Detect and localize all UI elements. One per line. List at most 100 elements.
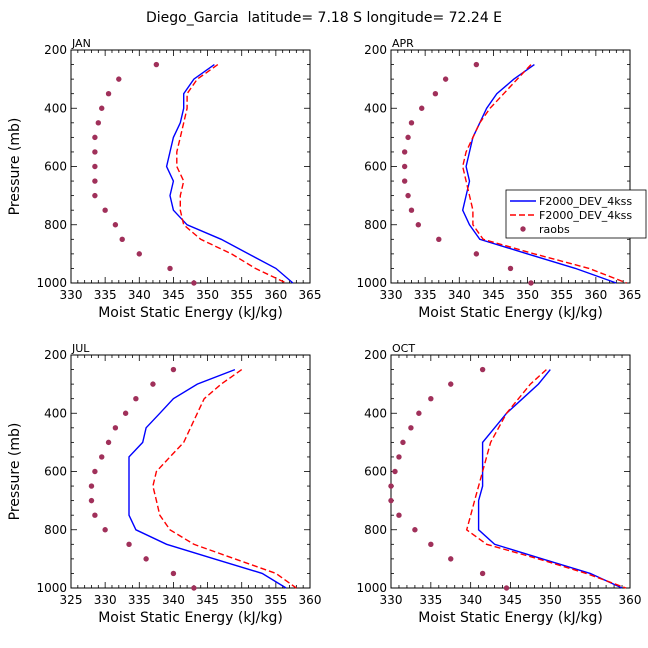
raobs-point [153,61,160,68]
x-tick-label: 335 [128,593,151,607]
raobs-point [191,585,197,591]
y-tick-label: 1000 [356,276,387,290]
x-tick-label: 340 [459,593,482,607]
series-line-solid [477,369,623,589]
x-tick-label: 335 [419,593,442,607]
x-tick-label: 350 [196,288,219,302]
panel-apr: 330 335 340 345 350 355 360 365 200 400 600 800 1000… [356,37,647,321]
x-tick-label: 360 [264,288,287,302]
y-tick-label: 1000 [36,581,67,595]
raobs-point [392,468,398,475]
raobs-point [99,105,105,111]
raobs-point [88,497,95,504]
y-tick-label: 600 [364,160,387,174]
legend-label: raobs [539,223,570,236]
raobs-point [448,381,454,387]
y-tick-label: 400 [364,101,387,115]
x-tick-label: 355 [230,288,253,302]
y-axis-label: Pressure (mb) [7,423,23,521]
y-tick-label: 600 [44,160,67,174]
raobs-point [396,512,402,518]
panel-oct: 330 335 340 345 350 355 360 200 400 600 800 1000 OCT… [356,342,641,626]
x-tick-label: 340 [162,593,185,607]
raobs-point [442,76,449,82]
raobs-point [401,149,408,155]
x-tick-label: 340 [128,288,151,302]
raobs-point [126,541,132,548]
y-tick-label: 200 [44,43,67,57]
raobs-point [133,395,139,402]
raobs-point [408,425,414,431]
raobs-point [92,163,98,170]
panels: 330 335 340 345 350 355 360 365 200 400 600 800 1000… [7,37,647,626]
x-tick-label: 360 [619,593,642,607]
raobs-point [428,395,434,402]
raobs-point [191,280,197,286]
x-tick-label: 355 [550,288,573,302]
y-tick-label: 1000 [356,581,387,595]
raobs-point [473,61,480,68]
y-tick-label: 400 [44,406,67,420]
raobs-point [405,192,411,199]
y-tick-label: 600 [364,465,387,479]
raobs-point [170,366,177,373]
x-tick-label: 350 [539,593,562,607]
raobs-point [479,366,486,373]
y-tick-label: 200 [364,43,387,57]
raobs-point [95,120,102,126]
raobs-point [428,541,434,548]
x-tick-label: 345 [499,593,522,607]
legend-box [505,189,647,239]
raobs-point [92,468,98,475]
series-line-solid [461,64,617,284]
raobs-point [92,134,98,141]
y-tick-label: 800 [44,523,67,537]
raobs-point [507,265,514,272]
x-tick-label: 365 [619,288,642,302]
figure-title: Diego_Garcia latitude= 7.18 S longitude=… [146,10,502,26]
y-tick-label: 800 [364,218,387,232]
series-line-dashed [465,369,627,589]
x-tick-label: 345 [482,288,505,302]
raobs-point [102,207,108,213]
raobs-point [436,236,442,243]
raobs-point [105,90,112,97]
series-line-solid [165,64,294,284]
raobs-point [408,120,415,126]
panel-title: OCT [392,342,415,355]
x-tick-label: 350 [230,593,253,607]
series-line-dashed [176,64,287,284]
panel-title: APR [392,37,414,50]
y-tick-label: 800 [44,218,67,232]
raobs-point [412,527,418,533]
raobs-point [119,236,125,243]
x-tick-label: 325 [60,593,83,607]
raobs-point [388,497,394,504]
raobs-point [396,454,402,460]
raobs-point [416,410,422,416]
x-axis-label: Moist Static Energy (kJ/kg) [418,610,603,626]
raobs-point [388,483,394,489]
series-line-dashed [152,369,297,589]
legend-label: F2000_DEV_4kss [539,195,632,208]
raobs-point [400,439,406,446]
raobs-point [99,454,105,460]
raobs-point [419,105,425,111]
raobs-point [143,556,149,562]
x-tick-label: 330 [60,288,83,302]
y-tick-label: 600 [44,465,67,479]
raobs-point [415,222,422,228]
raobs-point [503,585,510,591]
x-tick-label: 355 [264,593,287,607]
x-tick-label: 330 [94,593,117,607]
x-tick-label: 345 [162,288,185,302]
raobs-point [136,251,142,257]
x-axis-label: Moist Static Energy (kJ/kg) [418,305,603,321]
raobs-point [401,163,408,170]
x-tick-label: 345 [196,593,219,607]
raobs-point [112,425,119,431]
raobs-point [105,439,112,446]
legend-swatch-raobs [520,226,526,232]
y-tick-label: 800 [364,523,387,537]
